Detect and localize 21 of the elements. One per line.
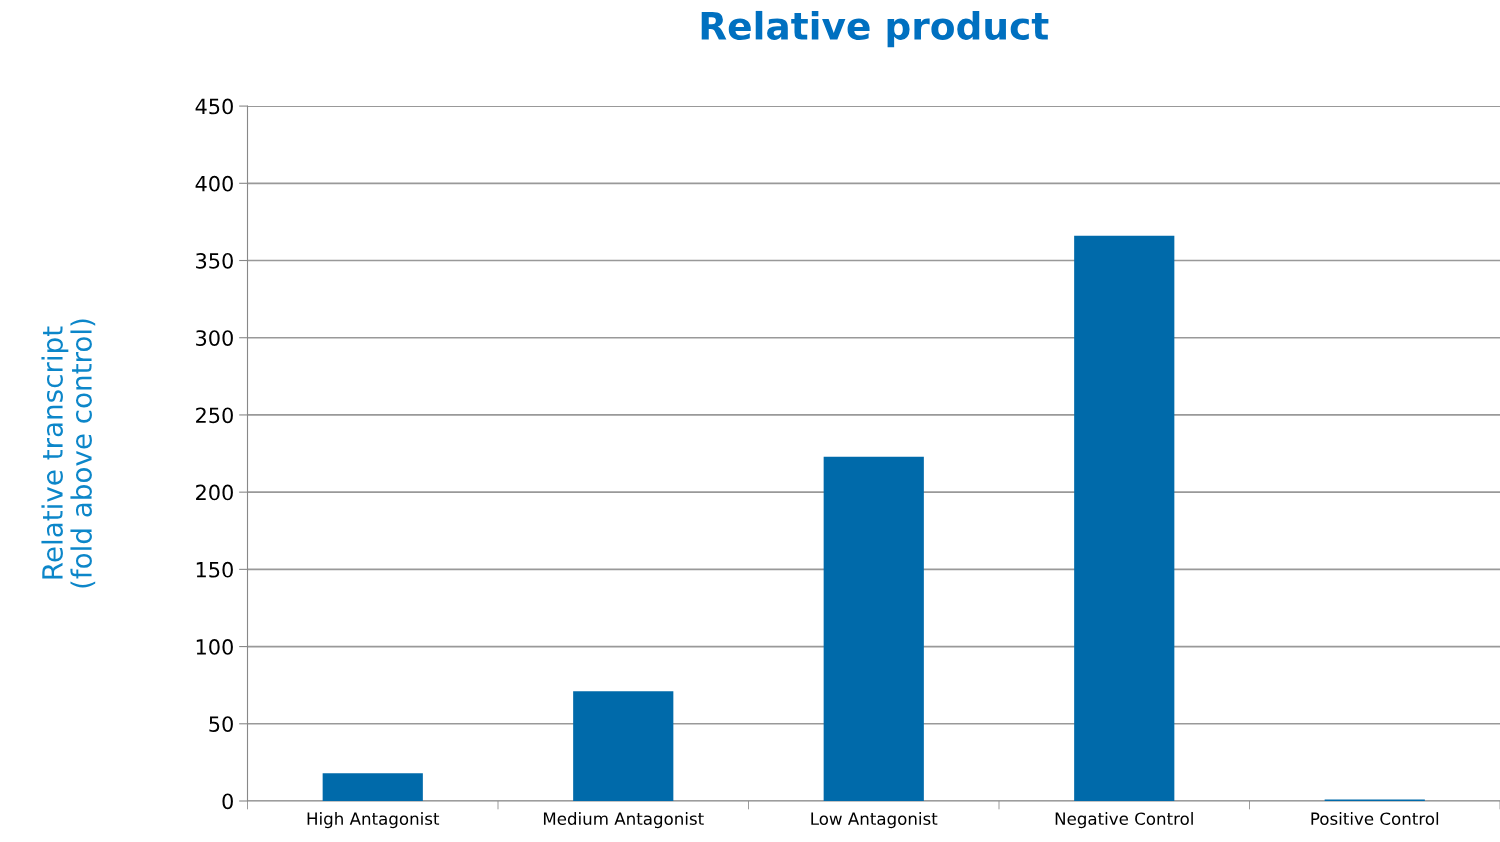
y-tick-label: 250 [196, 407, 233, 424]
y-tick-label: 0 [222, 793, 233, 810]
x-tick-label: Medium Antagonist [543, 812, 704, 829]
y-axis-title: Relative transcript (fold above control) [41, 319, 96, 588]
bar [573, 691, 674, 801]
bar [823, 456, 924, 801]
y-tick-label: 200 [196, 484, 233, 501]
x-tick-label: High Antagonist [307, 812, 440, 829]
y-tick-label: 50 [209, 716, 233, 732]
bar [1074, 235, 1175, 801]
x-tick-label: Negative Control [1055, 812, 1193, 829]
y-tick-label: 400 [195, 175, 233, 192]
y-tick-label: 300 [196, 330, 233, 346]
y-tick-label: 350 [196, 252, 233, 269]
y-tick-label: 150 [196, 561, 233, 578]
bar [322, 773, 423, 801]
x-tick-label: Positive Control [1311, 812, 1439, 826]
chart-title: Relative product [701, 10, 1049, 48]
y-tick-label: 100 [196, 639, 233, 655]
y-tick-label: 450 [195, 98, 233, 115]
x-tick-label: Low Antagonist [811, 812, 938, 829]
